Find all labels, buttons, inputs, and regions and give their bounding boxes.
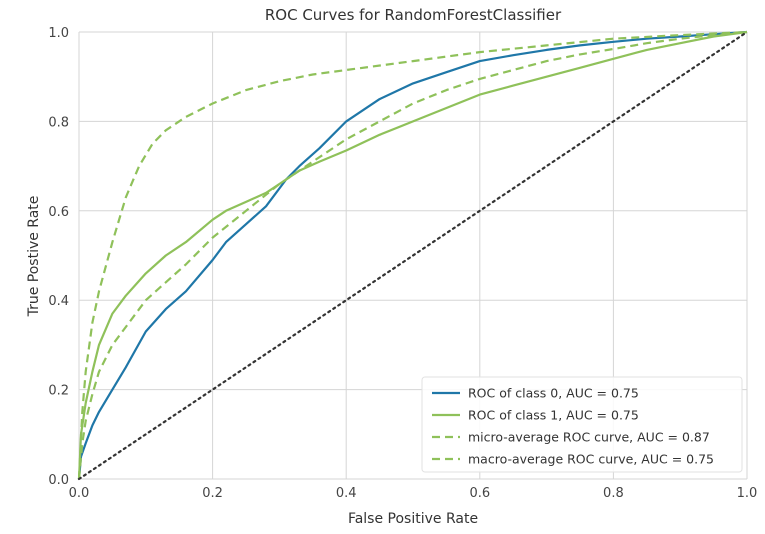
series-group	[77, 30, 749, 481]
legend: ROC of class 0, AUC = 0.75 ROC of class 1…	[421, 376, 743, 473]
y-tick-label: 0.8	[48, 115, 69, 130]
series-line-1	[77, 30, 748, 480]
y-tick-label: 0.2	[48, 384, 69, 399]
legend-box	[421, 376, 743, 473]
y-tick-label: 0.6	[48, 205, 69, 220]
chart-title: ROC Curves for RandomForestClassifier	[265, 6, 562, 24]
y-tick-label: 1.0	[48, 26, 69, 41]
legend-entry-label: ROC of class 1, AUC = 0.75	[468, 408, 639, 423]
series-line-2	[77, 30, 748, 480]
series-line-3	[77, 30, 748, 480]
y-tick-label: 0.4	[48, 294, 69, 309]
chance-diagonal-line	[77, 30, 749, 481]
y-tick-label: 0.0	[48, 473, 69, 488]
legend-entry-label: ROC of class 0, AUC = 0.75	[468, 386, 639, 401]
x-tick-label: 0.4	[336, 486, 357, 501]
legend-entry-label: micro-average ROC curve, AUC = 0.87	[468, 430, 710, 445]
series-line-0	[77, 30, 748, 480]
x-tick-label: 0.0	[69, 486, 90, 501]
legend-entry-label: macro-average ROC curve, AUC = 0.75	[468, 452, 714, 467]
y-axis-label: True Postive Rate	[26, 196, 42, 318]
tick-labels: 0.0 0.2 0.4 0.6 0.8 1.0 0.0 0.2 0.4 0.6 0.8 1.0	[48, 26, 757, 501]
x-tick-label: 0.6	[469, 486, 490, 501]
x-tick-label: 0.8	[603, 486, 624, 501]
x-axis-label: False Positive Rate	[348, 511, 478, 527]
x-tick-label: 1.0	[737, 486, 758, 501]
x-tick-label: 0.2	[202, 486, 223, 501]
